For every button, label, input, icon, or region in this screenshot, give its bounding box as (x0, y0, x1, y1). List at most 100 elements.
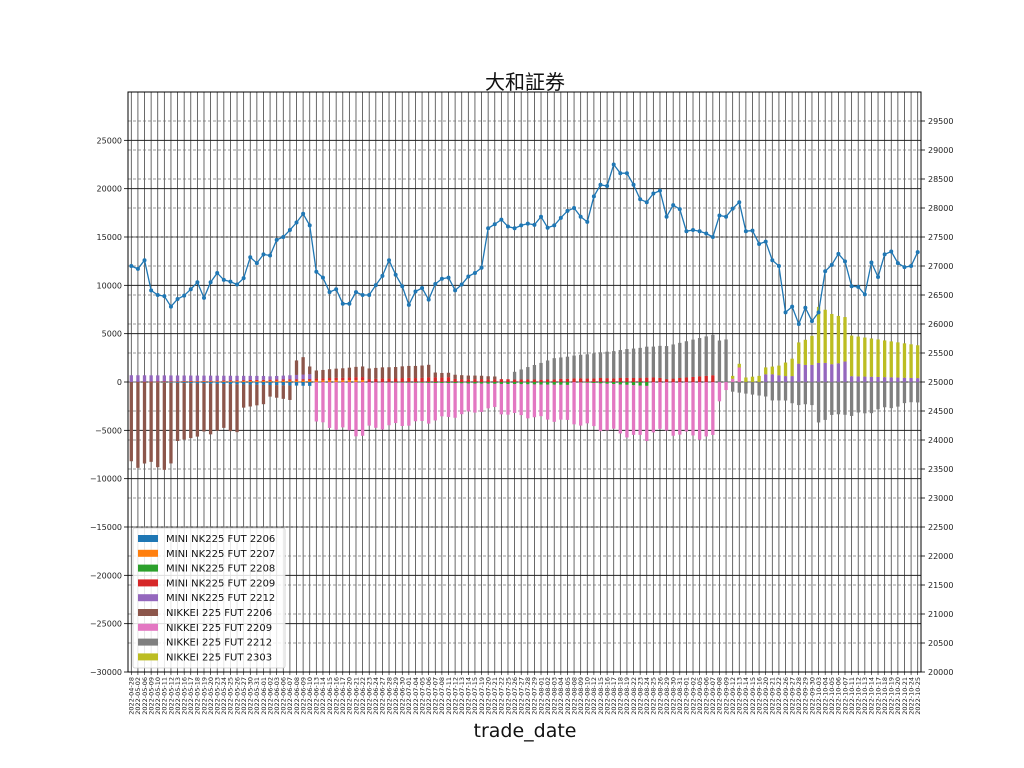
x-tick-label: 2022-05-13 (174, 677, 182, 715)
bar (182, 382, 186, 384)
y-right-tick-label: 22000 (928, 552, 953, 561)
bar (539, 379, 543, 382)
bar (737, 363, 741, 368)
bar (374, 367, 378, 379)
bar-layer (129, 306, 920, 470)
y-right-tick-label: 27000 (928, 262, 953, 271)
y-axis-left: −30000 −25000 −20000 −15000 −10000 −5000 0 5000… (90, 136, 128, 677)
bar (301, 380, 305, 382)
bar (341, 368, 345, 378)
bar (175, 382, 180, 384)
bar (222, 380, 226, 382)
bar (460, 379, 464, 382)
bar (261, 384, 266, 405)
price-point (651, 191, 656, 196)
bar (393, 367, 398, 379)
bar (374, 382, 378, 428)
bar (876, 382, 880, 410)
bar (711, 334, 715, 376)
price-point (902, 265, 907, 270)
x-tick-label: 2022-05-31 (253, 677, 261, 715)
bar (545, 382, 550, 385)
bar (750, 376, 755, 382)
bar (288, 375, 292, 380)
price-point (882, 252, 887, 257)
price-point (505, 224, 510, 229)
bar (281, 379, 285, 381)
bar (294, 374, 299, 380)
price-point (829, 262, 834, 267)
bar (545, 384, 550, 420)
bar (367, 382, 371, 426)
bar (189, 375, 193, 382)
price-point (215, 270, 220, 275)
bar (466, 383, 470, 412)
bar (427, 377, 431, 382)
legend-swatch (138, 594, 158, 602)
bar (585, 378, 589, 382)
price-point (763, 239, 768, 244)
bar (863, 337, 867, 377)
x-tick-label: 2022-06-30 (399, 677, 407, 715)
bar-series-4 (129, 361, 920, 382)
price-point (208, 280, 213, 285)
price-point (638, 197, 643, 202)
bar (797, 382, 801, 406)
bar (876, 376, 880, 382)
price-point (499, 217, 504, 222)
bar (380, 382, 385, 430)
price-point (188, 287, 193, 292)
bar (876, 339, 880, 377)
bar (248, 384, 252, 407)
bar (281, 382, 285, 386)
price-point (221, 277, 226, 282)
bar (783, 382, 788, 401)
bar (308, 382, 312, 386)
bar (407, 382, 411, 426)
x-axis-label: trade_date (474, 720, 577, 742)
y-right-tick-label: 29000 (928, 146, 953, 155)
x-tick-label: 2022-05-24 (220, 677, 228, 715)
bar (618, 350, 622, 379)
bar (314, 378, 318, 381)
price-point (909, 264, 914, 268)
bar (671, 378, 675, 382)
bar (208, 383, 213, 435)
bar (360, 380, 365, 382)
price-point (677, 207, 682, 212)
price-point (836, 251, 841, 256)
bar (598, 378, 603, 382)
bar (803, 382, 808, 405)
x-tick-label: 2022-06-03 (273, 677, 281, 715)
bar (684, 382, 689, 432)
bar (797, 342, 801, 364)
price-point (889, 249, 894, 254)
bar (195, 381, 200, 382)
x-tick-label: 2022-05-17 (187, 677, 195, 715)
bar (281, 375, 285, 380)
x-tick-label: 2022-10-12 (855, 677, 863, 715)
bar (744, 377, 748, 382)
bar (288, 385, 292, 400)
bar (374, 378, 378, 382)
bar (347, 367, 352, 378)
y-tick-label: 5000 (102, 330, 122, 339)
bar (572, 355, 576, 379)
bar (407, 382, 411, 383)
bar (849, 376, 854, 382)
y-tick-label: 0 (117, 378, 122, 387)
bar (275, 380, 279, 382)
price-point (783, 310, 788, 315)
bar (215, 382, 219, 384)
price-point (572, 206, 577, 210)
x-axis: 2022-04-282022-05-022022-05-062022-05-09… (128, 672, 922, 715)
bar (585, 354, 589, 379)
legend-entry: MINI NK225 FUT 2212 (166, 593, 275, 604)
x-tick-label: 2022-09-29 (802, 677, 810, 715)
bar (810, 335, 814, 365)
y-right-tick-label: 21000 (928, 610, 953, 619)
bar (499, 379, 504, 382)
bar (446, 383, 451, 417)
x-tick-label: 2022-09-09 (722, 677, 730, 715)
